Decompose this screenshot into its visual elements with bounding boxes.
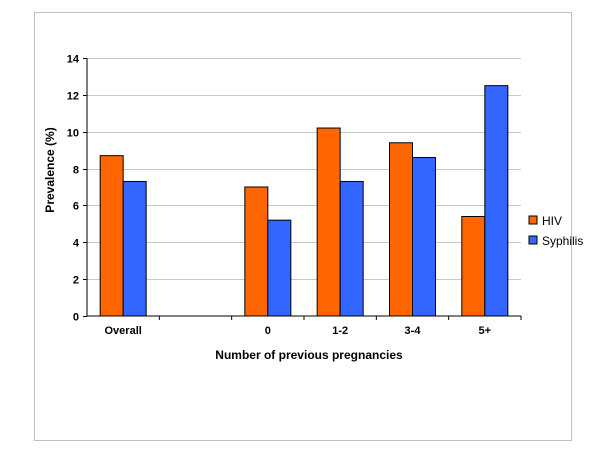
bar-hiv: [316, 127, 341, 317]
bar-syphilis: [484, 85, 509, 317]
y-ticks: 0 2 4 6 8 10 12 14: [67, 54, 87, 324]
gridlines: [87, 58, 521, 280]
bar-hiv: [461, 215, 486, 317]
y-tick-label: 2: [73, 275, 79, 287]
y-tick-label: 0: [73, 312, 79, 324]
legend: HIV Syphilis: [528, 214, 583, 248]
x-tick-label: 5+: [479, 325, 492, 337]
bar-hiv: [99, 155, 124, 317]
bar-syphilis: [339, 180, 364, 317]
y-tick-label: 8: [73, 165, 79, 177]
x-tick-label: 3-4: [405, 325, 422, 337]
y-axis-title: Prevalence (%): [43, 127, 57, 212]
legend-swatch-syphilis: [528, 235, 538, 245]
chart-frame: [34, 12, 572, 441]
bar-hiv: [244, 186, 269, 317]
y-tick-label: 10: [67, 128, 79, 140]
legend-label-syphilis: Syphilis: [542, 234, 583, 248]
bar-hiv: [389, 142, 413, 317]
bar-syphilis: [122, 180, 147, 317]
y-tick-label: 12: [67, 91, 79, 103]
bar-syphilis: [412, 157, 436, 317]
y-tick-label: 4: [73, 238, 80, 250]
x-axis-title: Number of previous pregnancies: [215, 348, 403, 362]
legend-label-hiv: HIV: [542, 214, 562, 228]
x-tick-label: 1-2: [332, 325, 348, 337]
y-tick-label: 6: [73, 201, 79, 213]
x-tick-label: 0: [265, 325, 271, 337]
axes: [86, 58, 521, 317]
x-ticks: Overall 0 1-2 3-4 5+: [105, 316, 522, 337]
y-tick-label: 14: [67, 54, 80, 66]
x-tick-label: Overall: [105, 325, 142, 337]
bars: [99, 85, 509, 317]
bar-syphilis: [267, 219, 292, 317]
legend-swatch-hiv: [528, 215, 538, 225]
